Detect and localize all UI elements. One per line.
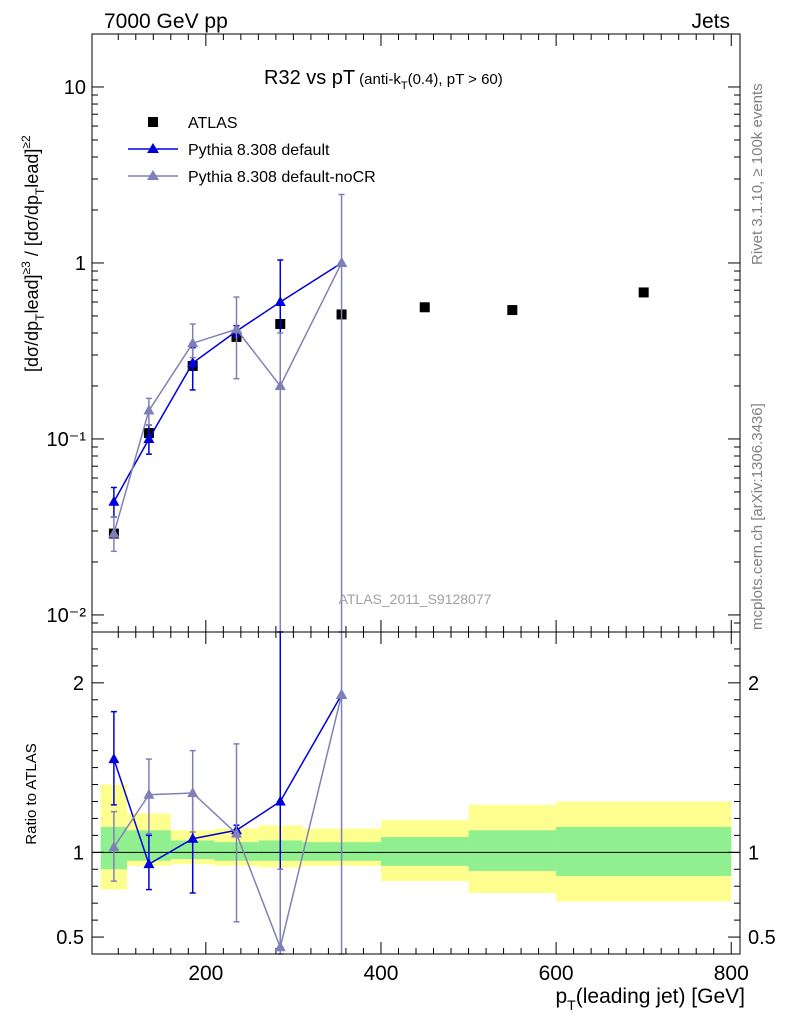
legend: ATLAS Pythia 8.308 default Pythia 8.308 … (128, 115, 376, 186)
pythia-nocr-point (230, 323, 242, 334)
ratio-pythia-nocr-line (113, 694, 343, 950)
pythia-default-line (113, 262, 342, 503)
ratio-pythia-default-line (113, 694, 343, 866)
pythia-nocr-line (113, 262, 343, 534)
ratio-pythia-default-point (274, 795, 286, 806)
ratio-y-tick-label-right: 1 (748, 842, 759, 864)
pythia-nocr-point (143, 404, 155, 415)
pythia-default-point (274, 296, 286, 307)
ratio-y-tick-label-right: 0.5 (748, 927, 776, 949)
y-tick-label: 1 (75, 253, 86, 275)
analysis-label: ATLAS_2011_S9128077 (339, 591, 492, 607)
ratio-pythia-default-point (187, 832, 199, 843)
mcplots-label: mcplots.cern.ch [arXiv:1306.3436] (749, 403, 766, 630)
ratio-pythia-default-point (143, 858, 155, 869)
x-tick-label: 200 (188, 962, 223, 985)
uncertainty-band-inner (468, 830, 557, 871)
atlas-data-point (419, 302, 430, 313)
main-title: R32 vs pT (anti-kT(0.4), pT > 60) (264, 67, 503, 92)
ratio-y-tick-label-right: 2 (748, 673, 759, 695)
main-y-axis-label: [dσ/dpTlead]≥3 / [dσ/dpTlead]≥2 (19, 135, 47, 372)
ratio-pythia-nocr-point (274, 941, 286, 952)
y-tick-label: 10⁻¹ (47, 429, 87, 451)
ratio-pythia-nocr-point (230, 827, 242, 838)
ratio-y-tick-label: 0.5 (56, 927, 84, 949)
x-tick-label: 600 (539, 962, 574, 985)
x-tick-label: 400 (363, 962, 398, 985)
x-axis-label: pT(leading jet) [GeV] (555, 985, 745, 1013)
ratio-pythia-default-point (108, 753, 120, 764)
atlas-data-point (507, 305, 518, 316)
ratio-pythia-nocr-point (108, 841, 120, 852)
legend-marker-nocr (147, 170, 159, 180)
legend-label-nocr: Pythia 8.308 default-noCR (188, 169, 376, 186)
ratio-pythia-nocr-point (336, 688, 348, 699)
ratio-panel: 0.5 0.5 1 1 2 2 200 400 600 800 (56, 631, 776, 985)
atlas-data-point (638, 287, 649, 298)
y-tick-label: 10 (64, 77, 86, 99)
uncertainty-band-inner (380, 837, 469, 866)
x-tick-label: 800 (714, 962, 749, 985)
ratio-y-axis-label: Ratio to ATLAS (23, 743, 40, 844)
ratio-y-tick-label: 1 (73, 842, 84, 864)
legend-label-atlas: ATLAS (188, 115, 238, 132)
ratio-frame (91, 631, 741, 955)
header-right: Jets (691, 10, 730, 33)
pythia-nocr-point (336, 256, 348, 267)
ratio-y-tick-label: 2 (73, 673, 84, 695)
rivet-label: Rivet 3.1.10, ≥ 100k events (749, 83, 766, 265)
legend-label-default: Pythia 8.308 default (188, 142, 330, 159)
header-left: 7000 GeV pp (104, 10, 228, 33)
ratio-pythia-nocr-point (187, 787, 199, 797)
legend-marker-atlas (148, 117, 158, 127)
main-panel: 10⁻² 10⁻¹ 1 10 (47, 33, 740, 633)
ratio-pythia-nocr-point (143, 788, 155, 799)
pythia-nocr-point (187, 337, 199, 348)
legend-marker-default (147, 143, 159, 153)
uncertainty-band-inner (556, 826, 732, 877)
y-tick-label: 10⁻² (47, 605, 87, 627)
pythia-default-point (108, 495, 120, 506)
pythia-nocr-point (274, 379, 286, 390)
pythia-default-point (187, 357, 199, 368)
pythia-nocr-point (108, 527, 120, 538)
pythia-default-point (143, 432, 155, 443)
